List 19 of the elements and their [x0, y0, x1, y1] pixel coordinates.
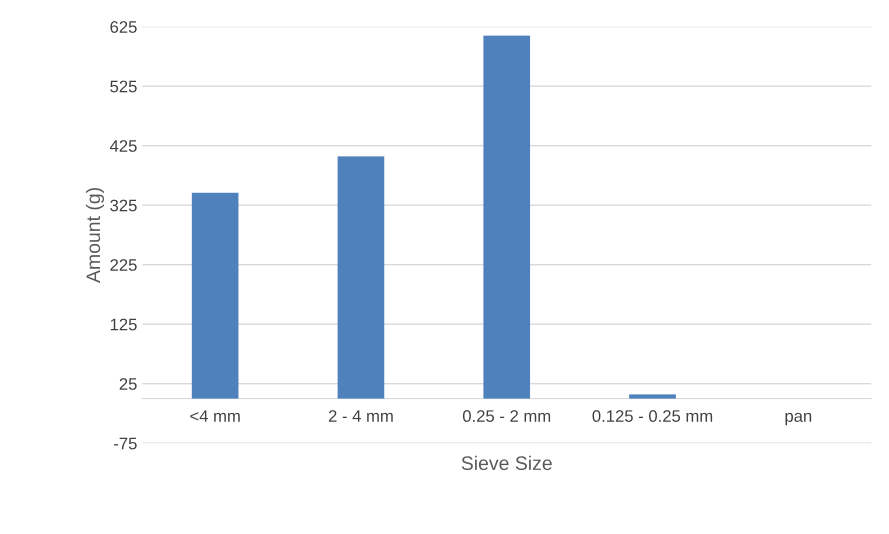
y-tick-label: 425	[110, 140, 137, 152]
y-tick-label: 325	[110, 200, 137, 212]
x-axis-title: Sieve Size	[462, 456, 552, 470]
y-axis-title: Amount (g)	[86, 188, 104, 284]
bar	[338, 156, 384, 399]
y-tick-label: 125	[110, 318, 137, 330]
x-tick-label: 0.25 - 2 mm	[462, 410, 550, 422]
y-tick-label: 625	[110, 21, 137, 33]
bar	[629, 394, 676, 399]
bar	[192, 192, 238, 399]
x-tick-label: pan	[785, 412, 812, 426]
bar	[483, 36, 530, 399]
y-tick-label: 25	[120, 378, 137, 390]
x-tick-label: 0.125 - 0.25 mm	[592, 410, 712, 422]
y-tick-label: -75	[114, 438, 137, 450]
x-tick-label: <4 mm	[190, 410, 240, 422]
x-tick-label: 2 - 4 mm	[328, 410, 393, 422]
y-tick-label: 525	[110, 80, 137, 92]
y-tick-label: 225	[110, 259, 137, 271]
